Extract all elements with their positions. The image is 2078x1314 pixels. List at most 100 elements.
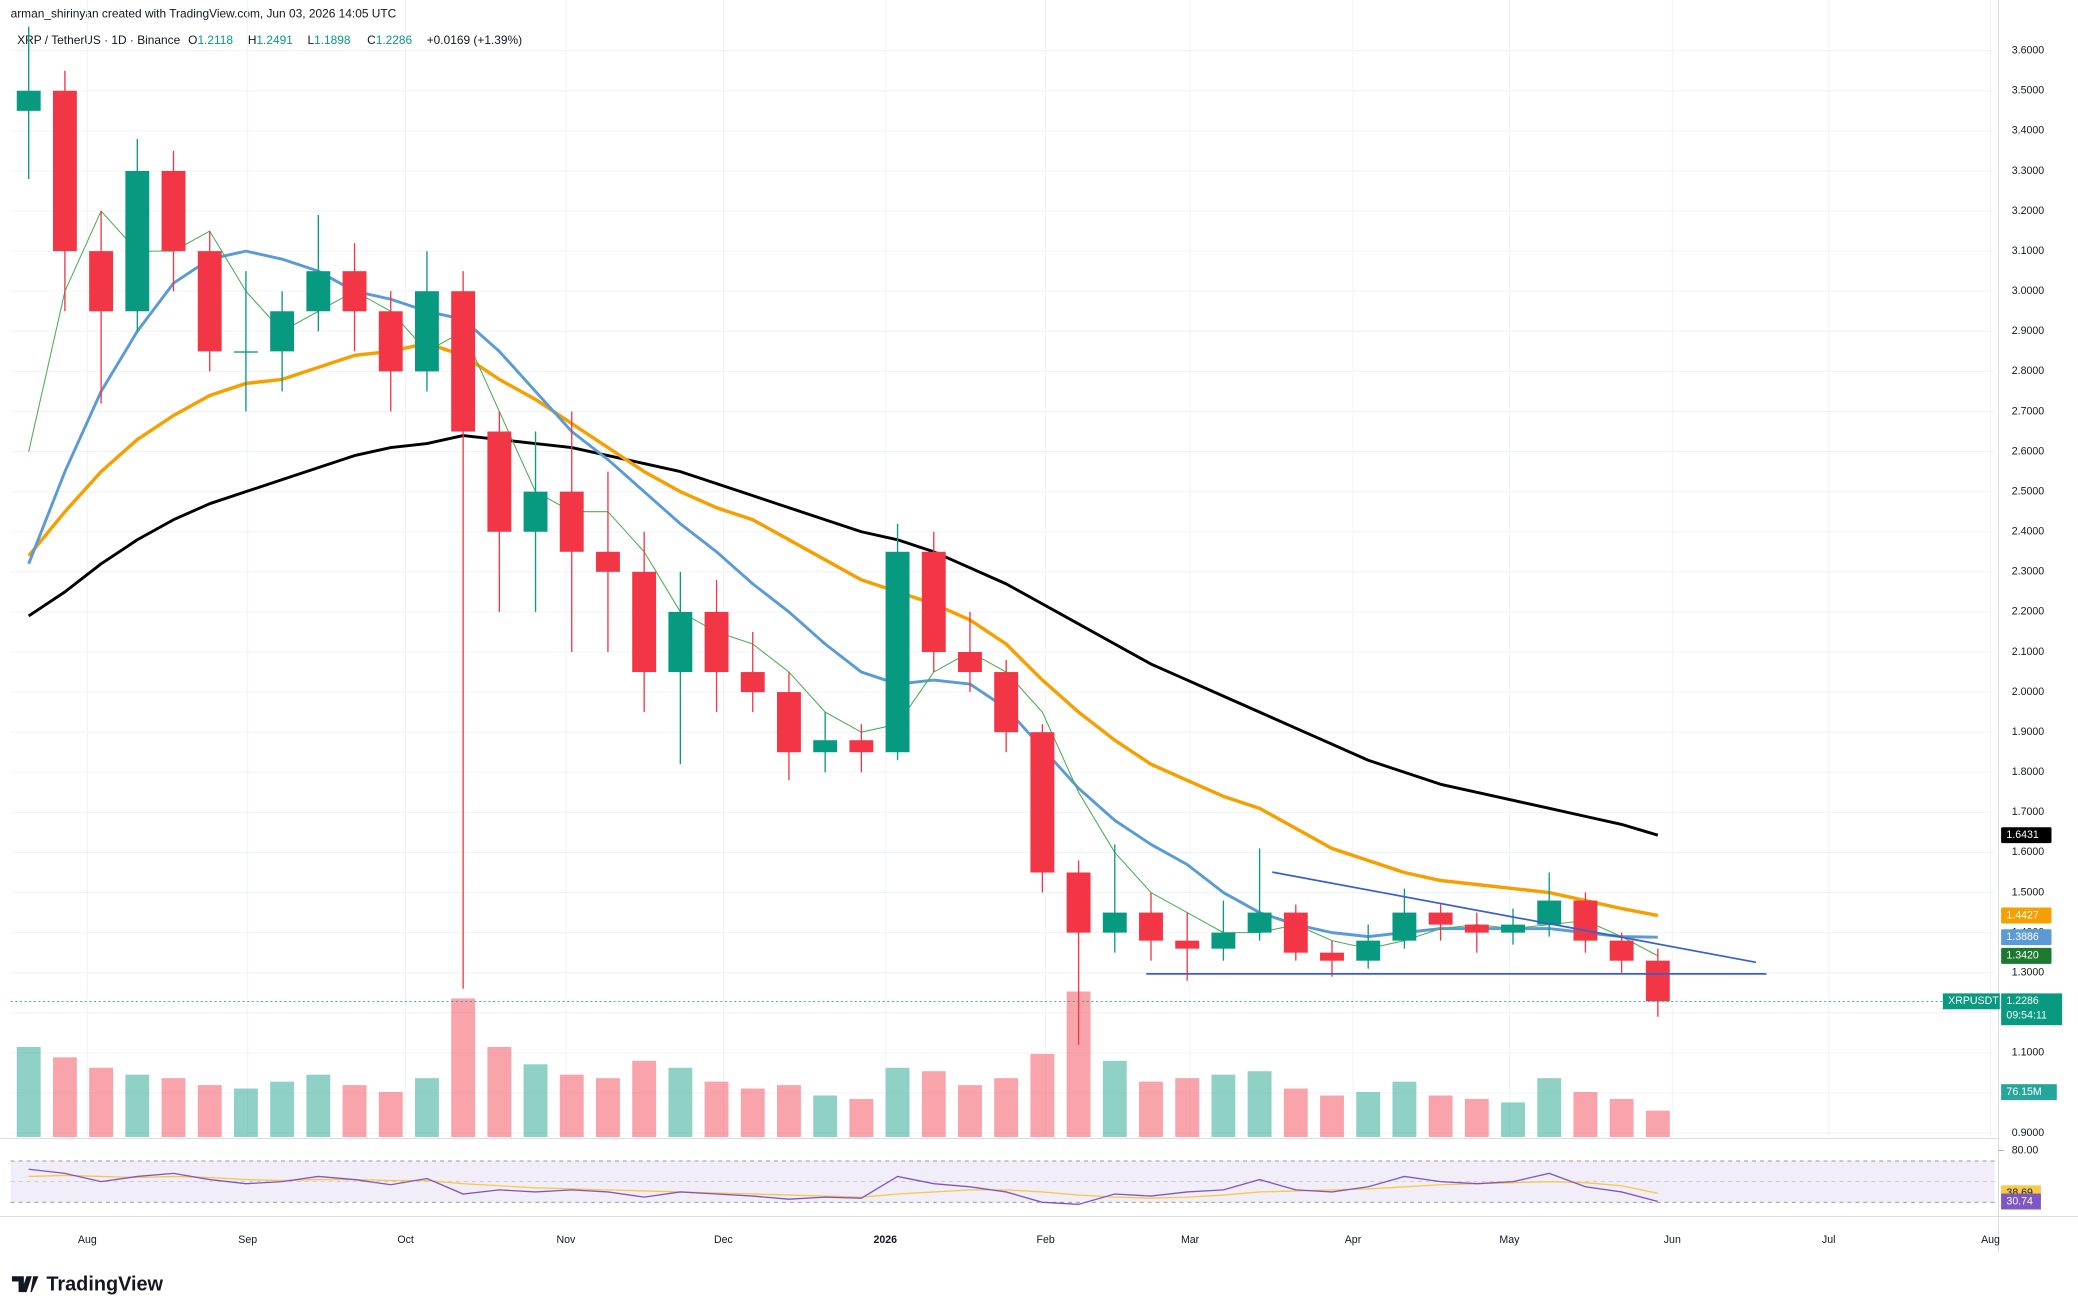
x-tick-label: Aug xyxy=(1981,1234,2000,1246)
volume-bar xyxy=(125,1074,150,1138)
candle-body xyxy=(559,491,584,552)
candle-body xyxy=(1211,932,1236,949)
header-credit: arman_shirinyan created with TradingView… xyxy=(11,7,397,21)
candle-body xyxy=(632,571,657,673)
symbol-tag xyxy=(1942,993,2000,1010)
rsi-band xyxy=(10,1160,1995,1203)
y-tick-label: 2.6000 xyxy=(2012,445,2045,457)
volume-bar xyxy=(1066,991,1091,1138)
rsi-line xyxy=(28,1168,1658,1206)
y-tick-label: 3.6000 xyxy=(2012,44,2045,56)
volume-bar xyxy=(414,1078,439,1138)
candle-body xyxy=(1501,924,1525,933)
volume-tag-label: 76.15M xyxy=(2006,1086,2041,1098)
rsi-tag-label: 30.74 xyxy=(2006,1195,2033,1207)
y-tick-label: 1.1000 xyxy=(2012,1047,2045,1059)
volume-bar xyxy=(958,1085,982,1138)
candle-body xyxy=(958,652,982,673)
candle-body xyxy=(52,90,77,252)
price-tag-label: 1.2286 xyxy=(2006,995,2039,1007)
candle-body xyxy=(487,431,512,532)
legend-value: 1.2286 xyxy=(376,33,413,47)
volume-bar xyxy=(1537,1078,1562,1138)
volume-bar xyxy=(1175,1078,1200,1138)
x-tick-label: Dec xyxy=(714,1234,734,1246)
y-tick-label: 3.3000 xyxy=(2012,165,2045,177)
candle-body xyxy=(89,251,114,312)
candle-body xyxy=(740,672,765,693)
price-tag-label: 1.3886 xyxy=(2006,931,2039,943)
y-tick-label: 2.4000 xyxy=(2012,526,2045,538)
legend-value: 1.2118 xyxy=(197,33,233,47)
volume-bar xyxy=(378,1092,403,1138)
volume-bar xyxy=(885,1067,910,1138)
candle-body xyxy=(921,551,946,653)
volume-bar xyxy=(1030,1053,1055,1138)
volume-bar xyxy=(1464,1098,1489,1138)
candle-body xyxy=(1356,940,1381,961)
volume-bar xyxy=(1609,1098,1634,1138)
logo-icon xyxy=(11,1276,39,1293)
x-tick-label: May xyxy=(1499,1234,1520,1246)
legend-key: H xyxy=(248,33,257,47)
candle-body xyxy=(885,551,910,753)
candle-body xyxy=(1175,940,1200,949)
candle-body xyxy=(1464,924,1489,933)
candle-body xyxy=(1428,912,1453,925)
y-tick-label: 3.1000 xyxy=(2012,245,2045,257)
volume-bar xyxy=(1102,1060,1127,1138)
x-tick-label: Nov xyxy=(557,1234,577,1246)
y-tick-label: 1.3000 xyxy=(2012,967,2045,979)
y-tick-label: 2.2000 xyxy=(2012,606,2045,618)
legend: XRP / TetherUS · 1D · Binance O1.2118 H1.… xyxy=(17,33,522,47)
x-tick-label: Aug xyxy=(78,1234,97,1246)
legend-key: C xyxy=(367,33,376,47)
candle-body xyxy=(306,271,331,312)
volume-bar xyxy=(813,1095,838,1138)
candle-body xyxy=(161,170,186,252)
volume-bar xyxy=(1428,1095,1453,1138)
y-tick-label: 1.8000 xyxy=(2012,766,2045,778)
volume-bar xyxy=(668,1067,693,1138)
y-tick-label: 1.5000 xyxy=(2012,886,2045,898)
price-tag xyxy=(2001,929,2052,946)
candle-body xyxy=(1247,912,1272,933)
volume-bar xyxy=(1645,1110,1670,1138)
y-tick-label: 3.0000 xyxy=(2012,285,2045,297)
candle-body xyxy=(1283,912,1308,953)
candle-body xyxy=(414,291,439,372)
y-tick-label: 2.5000 xyxy=(2012,485,2045,497)
candle-body xyxy=(378,311,403,372)
volume-bar xyxy=(849,1098,874,1138)
volume-bar xyxy=(1211,1074,1236,1138)
y-tick-label: 2.3000 xyxy=(2012,566,2045,578)
y-tick-label: 2.1000 xyxy=(2012,646,2045,658)
trend-line xyxy=(1272,871,1757,964)
legend-field: O1.2118 xyxy=(188,33,233,47)
price-tag xyxy=(2001,827,2052,844)
candle-body xyxy=(270,311,295,352)
legend-field: L1.1898 xyxy=(307,33,350,47)
rsi-tick-label: 80.00 xyxy=(2012,1144,2039,1156)
y-tick-label: 2.0000 xyxy=(2012,686,2045,698)
x-tick-label: 2026 xyxy=(873,1234,897,1246)
x-tick-label: Oct xyxy=(397,1234,414,1246)
y-tick-label: 3.4000 xyxy=(2012,125,2045,137)
symbol-tag-label: XRPUSDT xyxy=(1948,995,1999,1007)
candle-body xyxy=(849,740,874,753)
y-tick-label: 3.2000 xyxy=(2012,205,2045,217)
candle-body xyxy=(595,551,620,572)
price-pane xyxy=(10,0,1995,1138)
candle-body xyxy=(777,692,801,753)
candle-body xyxy=(704,611,729,673)
candle-body xyxy=(1609,940,1634,961)
volume-bar xyxy=(921,1071,946,1138)
volume-bar xyxy=(1247,1071,1272,1138)
candle-body xyxy=(451,291,476,432)
x-tick-label: Feb xyxy=(1037,1234,1055,1246)
moving-average-line xyxy=(28,210,1659,957)
price-tag xyxy=(2001,907,2052,924)
candle-body xyxy=(813,740,838,753)
legend-value: 1.1898 xyxy=(314,33,351,47)
